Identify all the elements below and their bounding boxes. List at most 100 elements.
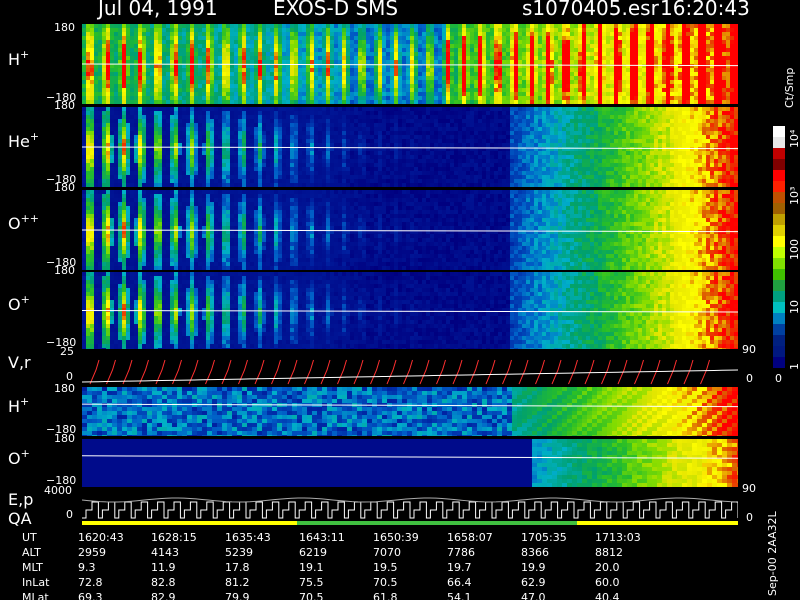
spectrogram-cell bbox=[222, 179, 226, 183]
spectrogram-cell bbox=[402, 56, 406, 60]
spectrogram-cell bbox=[414, 111, 418, 115]
spectrogram-cell bbox=[582, 36, 586, 40]
spectrogram-cell bbox=[658, 40, 662, 44]
spectrogram-cell bbox=[198, 131, 202, 135]
spectrogram-cell bbox=[474, 84, 478, 88]
spectrogram-cell bbox=[122, 44, 126, 48]
spectrogram-cell bbox=[386, 111, 390, 115]
spectrogram-cell bbox=[294, 48, 298, 52]
spectrogram-cell bbox=[154, 167, 158, 171]
spectrogram-cell bbox=[142, 167, 146, 171]
spectrogram-cell bbox=[502, 76, 506, 80]
spectrogram-cell bbox=[578, 24, 582, 28]
spectrogram-cell bbox=[358, 44, 362, 48]
spectrogram-cell bbox=[150, 135, 154, 139]
spectrogram-cell bbox=[234, 135, 238, 139]
spectrogram-cell bbox=[214, 32, 218, 36]
spectrogram-cell bbox=[562, 24, 566, 28]
spectrogram-cell bbox=[198, 115, 202, 119]
spectrogram-cell bbox=[110, 135, 114, 139]
spectrogram-cell bbox=[290, 72, 294, 76]
spectrogram-cell bbox=[190, 159, 194, 163]
spectrogram-cell bbox=[238, 28, 242, 32]
spectrogram-cell bbox=[698, 32, 702, 36]
spectrogram-cell bbox=[406, 119, 410, 123]
spectrogram-cell bbox=[530, 56, 534, 60]
spectrogram-cell bbox=[322, 24, 326, 28]
spectrogram-cell bbox=[258, 80, 262, 84]
spectrogram-cell bbox=[310, 155, 314, 159]
spectrogram-cell bbox=[294, 24, 298, 28]
spectrogram-cell bbox=[694, 72, 698, 76]
spectrogram-cell bbox=[170, 72, 174, 76]
spectrogram-cell bbox=[230, 123, 234, 127]
spectrogram-cell bbox=[562, 100, 566, 104]
spectrogram-cell bbox=[574, 48, 578, 52]
spectrogram-cell bbox=[146, 143, 150, 147]
spectrogram-cell bbox=[350, 40, 354, 44]
spectrogram-cell bbox=[646, 68, 650, 72]
spectrogram-cell bbox=[410, 135, 414, 139]
spectrogram-cell bbox=[110, 159, 114, 163]
spectrogram-cell bbox=[226, 68, 230, 72]
spectrogram-cell bbox=[386, 44, 390, 48]
spectrogram-cell bbox=[226, 179, 230, 183]
spectrogram-cell bbox=[450, 32, 454, 36]
spectrogram-cell bbox=[330, 32, 334, 36]
spectrogram-cell bbox=[218, 92, 222, 96]
spectrogram-cell bbox=[154, 80, 158, 84]
spectrogram-cell bbox=[646, 48, 650, 52]
spectrogram-cell bbox=[402, 135, 406, 139]
spectrogram-cell bbox=[494, 88, 498, 92]
spectrogram-cell bbox=[506, 28, 510, 32]
spectrogram-cell bbox=[250, 131, 254, 135]
spectrogram-cell bbox=[122, 64, 126, 68]
spectrogram-cell bbox=[326, 56, 330, 60]
spectrogram-cell bbox=[186, 44, 190, 48]
spectrogram-cell bbox=[546, 40, 550, 44]
spectrogram-cell bbox=[482, 32, 486, 36]
spectrogram-cell bbox=[158, 163, 162, 167]
spectrogram-cell bbox=[242, 143, 246, 147]
spectrogram-cell bbox=[106, 100, 110, 104]
spectrogram-cell bbox=[330, 131, 334, 135]
spectrogram-cell bbox=[494, 72, 498, 76]
spectrogram-cell bbox=[138, 167, 142, 171]
spectrogram-cell bbox=[102, 76, 106, 80]
spectrogram-cell bbox=[226, 40, 230, 44]
spectrogram-cell bbox=[686, 80, 690, 84]
spectrogram-cell bbox=[338, 127, 342, 131]
spectrogram-cell bbox=[678, 32, 682, 36]
spectrogram-cell bbox=[150, 36, 154, 40]
spectrogram-cell bbox=[230, 44, 234, 48]
spectrogram-cell bbox=[386, 24, 390, 28]
spectrogram-cell bbox=[478, 68, 482, 72]
spectrogram-cell bbox=[666, 44, 670, 48]
spectrogram-cell bbox=[378, 36, 382, 40]
spectrogram-cell bbox=[154, 64, 158, 68]
spectrogram-cell bbox=[430, 64, 434, 68]
spectrogram-cell bbox=[278, 159, 282, 163]
spectrogram-cell bbox=[598, 88, 602, 92]
spectrogram-cell bbox=[378, 44, 382, 48]
spectrogram-cell bbox=[150, 151, 154, 155]
spectrogram-cell bbox=[370, 64, 374, 68]
spectrogram-cell bbox=[114, 123, 118, 127]
spectrogram-cell bbox=[214, 119, 218, 123]
spectrogram-cell bbox=[570, 44, 574, 48]
spectrogram-cell bbox=[214, 175, 218, 179]
spectrogram-cell bbox=[354, 100, 358, 104]
spectrogram-cell bbox=[198, 183, 202, 187]
spectrogram-cell bbox=[414, 100, 418, 104]
spectrogram-cell bbox=[86, 175, 90, 179]
spectrogram-cell bbox=[178, 147, 182, 151]
spectrogram-cell bbox=[594, 40, 598, 44]
spectrogram-cell bbox=[230, 159, 234, 163]
spectrogram-cell bbox=[398, 163, 402, 167]
spectrogram-cell bbox=[598, 32, 602, 36]
spectrogram-cell bbox=[466, 44, 470, 48]
spectrogram-cell bbox=[414, 32, 418, 36]
spectrogram-cell bbox=[714, 96, 718, 100]
spectrogram-cell bbox=[394, 68, 398, 72]
spectrogram-cell bbox=[402, 143, 406, 147]
